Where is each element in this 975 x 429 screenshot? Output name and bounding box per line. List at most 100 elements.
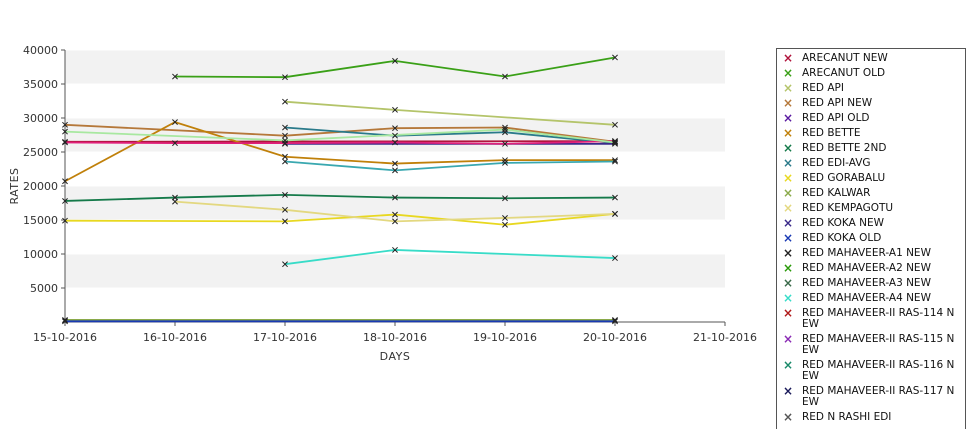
data-point [392,194,398,201]
legend-label: RED KOKA NEW [802,217,885,229]
data-point [282,137,288,144]
y-tick-label: 40000 [23,44,58,57]
legend-marker-icon: × [782,171,794,185]
legend-marker-icon: × [782,126,794,140]
legend-item: × RED MAHAVEER-II RAS-114 NEW [777,307,965,330]
data-point [612,157,618,164]
data-point [62,139,68,146]
legend-item: × ARECANUT NEW [777,51,965,65]
data-point [502,126,508,133]
legend-item: × RED API NEW [777,97,965,109]
data-point [172,140,178,147]
data-point [282,140,288,147]
legend-item: × RED KOKA NEW [777,216,965,230]
x-tick-label: 15-10-2016 [33,331,97,344]
grid-bands [65,49,725,289]
data-point [392,139,398,146]
legend-item: × RED GORABALU [777,171,965,185]
legend-marker-icon: × [782,231,794,245]
legend-label: RED MAHAVEER-II RAS-117 NEW [802,385,955,408]
data-point [392,106,398,113]
x-tick-label: 18-10-2016 [363,331,427,344]
data-point [282,132,288,139]
legend-label: RED EDI-AVG [802,157,871,169]
legend-label: RED BETTE [802,127,861,139]
data-point [282,261,288,268]
legend-marker-icon: × [782,332,794,346]
data-point [282,98,288,105]
data-point [392,246,398,253]
data-point [282,153,288,160]
y-tick-label: 5000 [30,282,58,295]
series-line-0 [64,140,616,143]
legend-marker-icon: × [782,141,794,155]
legend-label: RED API OLD [802,112,870,124]
legend-item: × RED MAHAVEER-A1 NEW [777,247,965,259]
data-point [612,121,618,128]
legend-label: RED N RASHI EDI [802,411,892,423]
y-tick-label: 10000 [23,248,58,261]
data-point [62,198,68,204]
data-point [392,218,398,225]
legend-label: RED API NEW [802,97,873,109]
legend-marker-icon: × [782,410,794,424]
data-point [612,318,618,325]
data-point [612,255,618,262]
data-point [282,158,288,165]
legend-marker-icon: × [782,384,794,398]
y-tick-label: 20000 [23,180,58,193]
legend-item: × RED MAHAVEER-A2 NEW [777,261,965,275]
data-point [502,221,508,228]
grid-band [65,254,725,288]
legend-label: RED KALWAR [802,187,871,199]
legend-label: RED KEMPAGOTU [802,202,894,214]
legend-marker-icon: × [782,216,794,230]
data-point [282,191,288,198]
series-line-7 [284,126,616,145]
data-point [612,194,618,201]
legend-marker-icon: × [782,81,794,95]
data-point [172,119,178,126]
tick-labels: 5000 10000 15000 20000 25000 30000 35000 40000 1… [23,44,757,344]
legend-marker-icon: × [782,111,794,125]
x-tick-label: 19-10-2016 [473,331,537,344]
legend-marker-icon: × [782,261,794,275]
legend-label: ARECANUT OLD [802,67,886,79]
y-tick-label: 35000 [23,78,58,91]
data-point [282,124,288,131]
data-point [282,74,288,81]
chart-legend: × ARECANUT NEW × ARECANUT OLD × RED API × RED A… [776,48,966,429]
data-point [502,73,508,80]
legend-label: RED MAHAVEER-II RAS-116 NEW [802,359,955,382]
data-point [502,157,508,164]
data-point [62,128,68,135]
legend-label: RED MAHAVEER-A2 NEW [802,262,931,274]
series-line-6 [64,193,616,202]
series-line-22 [64,140,616,145]
legend-marker-icon: × [782,66,794,80]
legend-item: × RED API OLD [777,111,965,125]
legend-marker-icon: × [782,156,794,170]
data-point [392,167,398,174]
data-point [392,125,398,132]
legend-label: RED BETTE 2ND [802,142,887,154]
legend-item: × RED KEMPAGOTU [777,202,965,214]
legend-marker-icon: × [782,51,794,65]
data-point [282,218,288,225]
legend-item: × RED BETTE [777,126,965,140]
legend-marker-icon: × [782,276,794,290]
data-point [502,195,508,202]
legend-item: × RED N RASHI EDI [777,410,965,424]
data-point [282,206,288,213]
data-point [612,54,618,61]
data-point [502,215,508,221]
data-point [62,217,68,224]
data-point [62,317,68,323]
data-point [62,318,68,325]
legend-label: RED MAHAVEER-II RAS-114 NEW [802,307,955,330]
legend-marker-icon: × [782,291,794,305]
legend-marker-icon: × [782,186,794,200]
data-point [172,198,178,205]
legend-item: × RED MAHAVEER-A3 NEW [777,276,965,290]
grid-band [65,50,725,84]
